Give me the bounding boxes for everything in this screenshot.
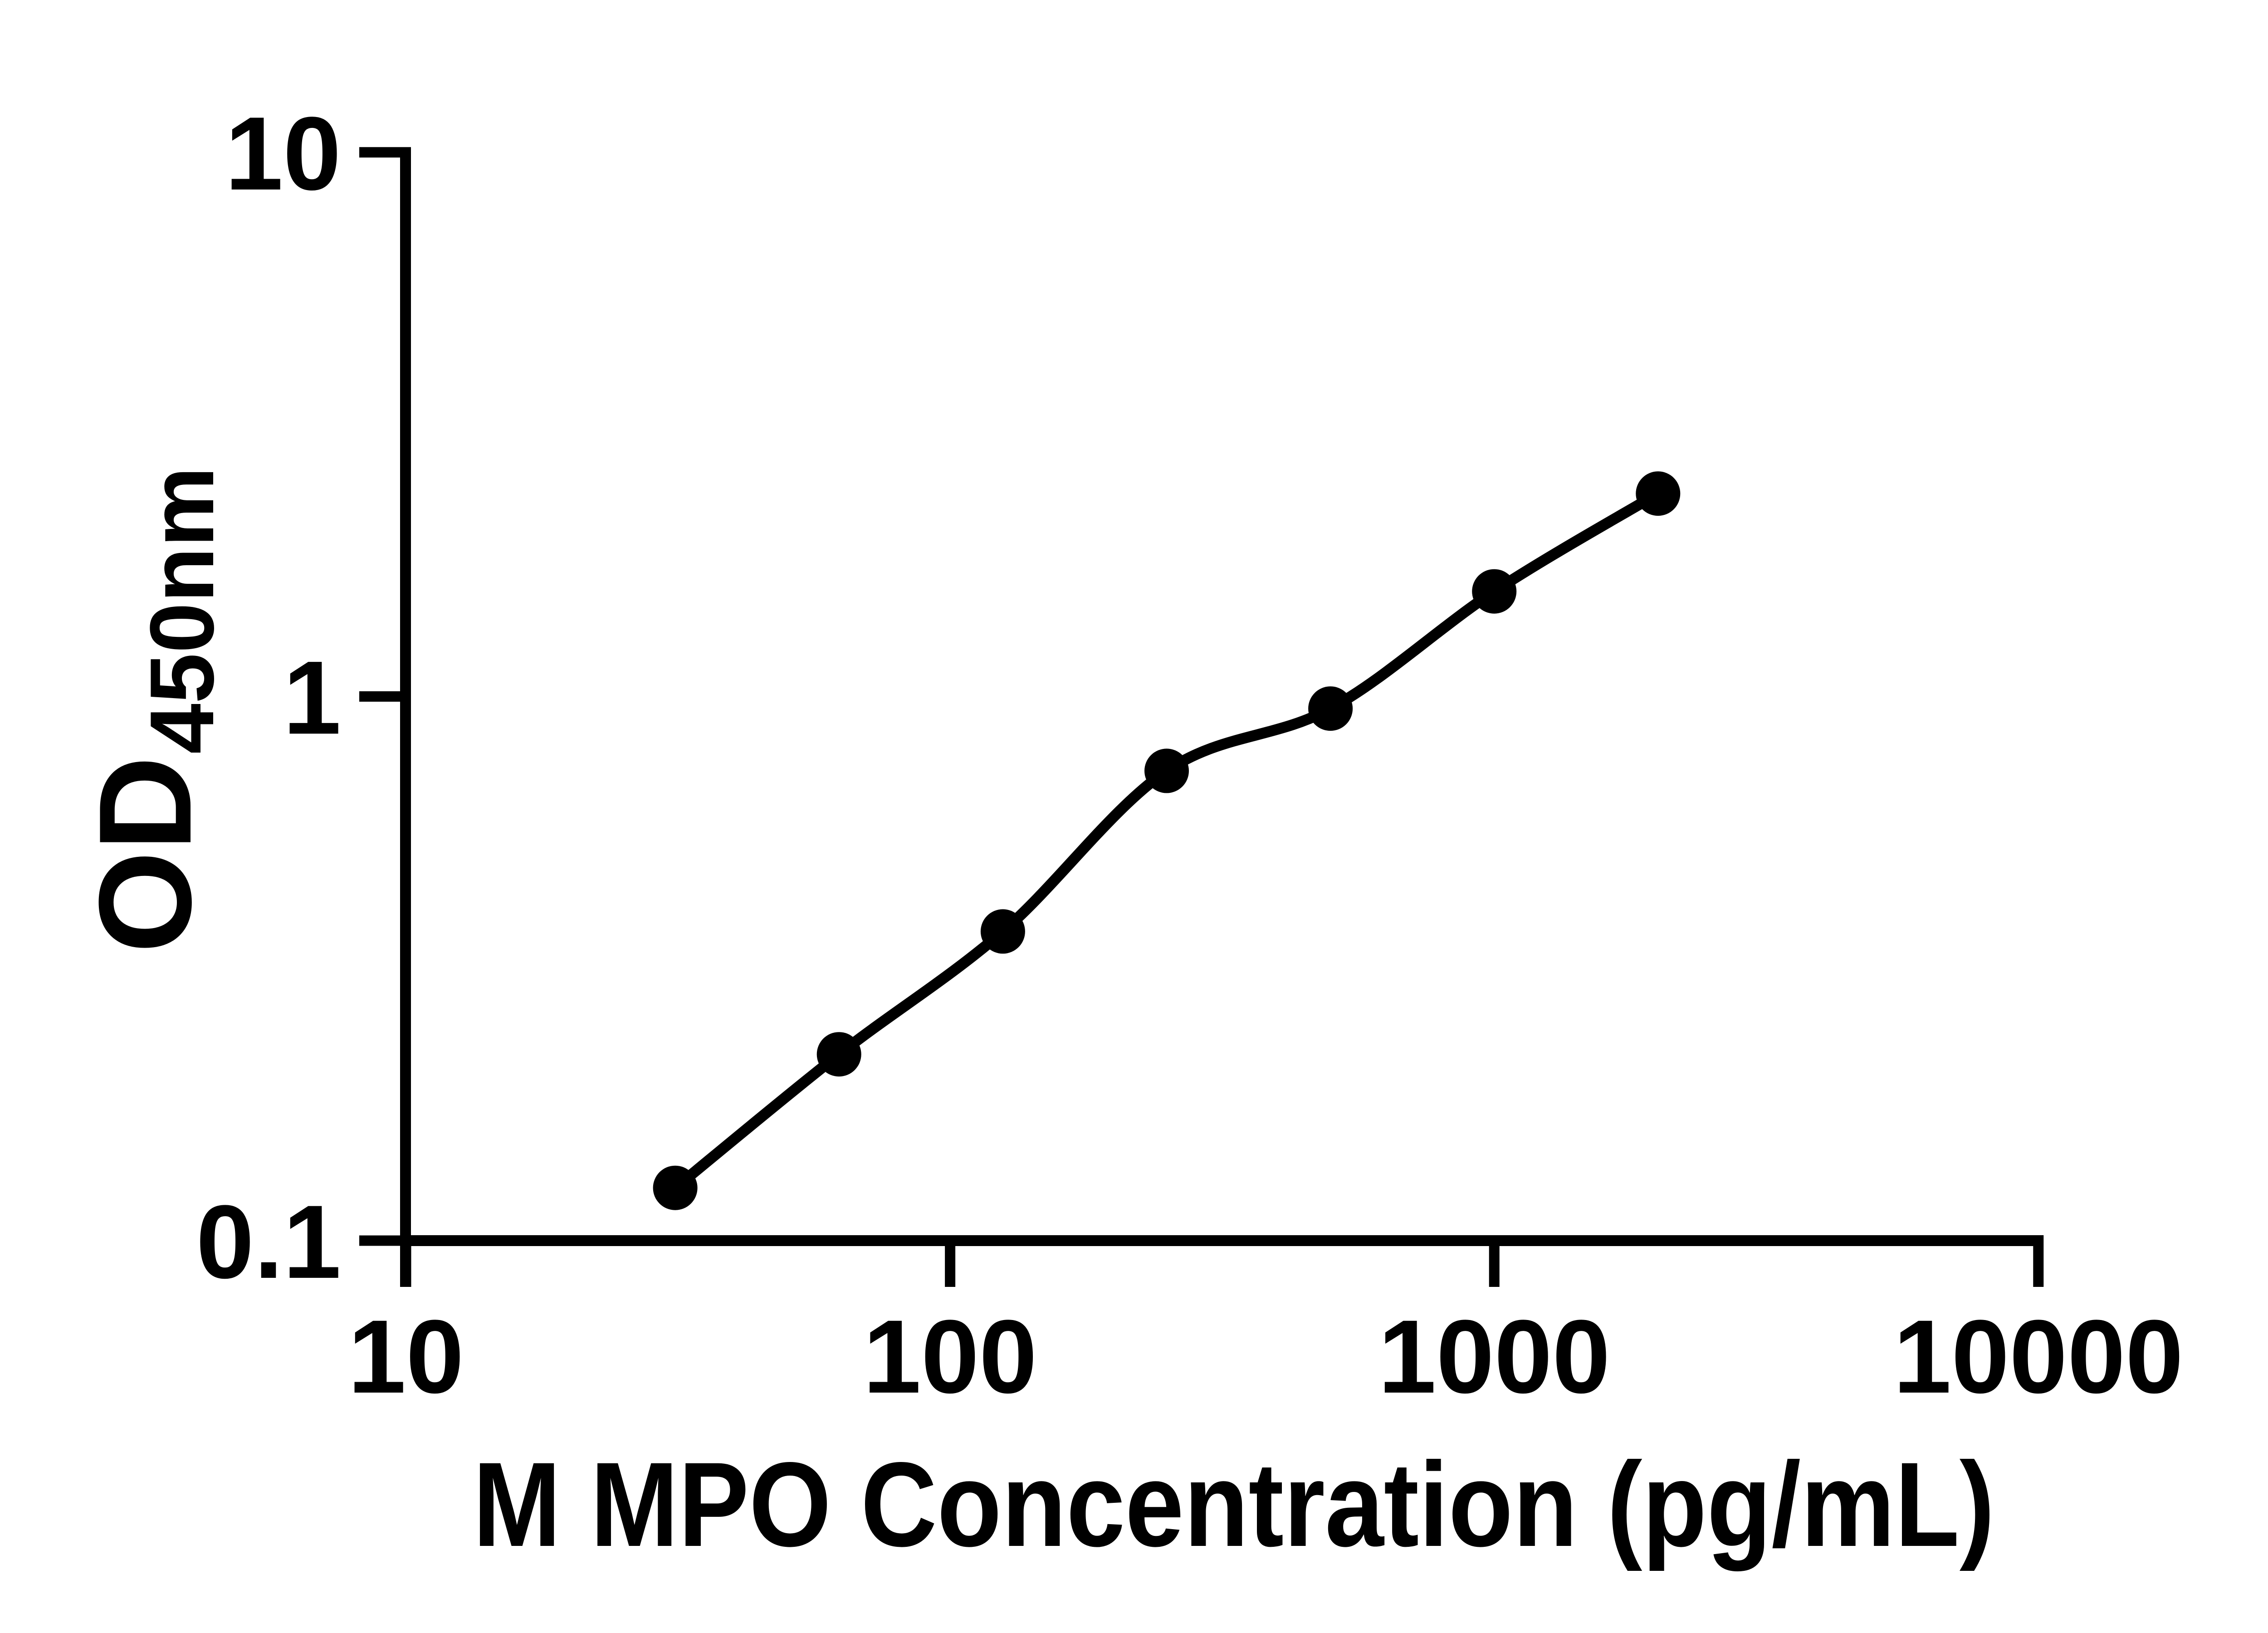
y-axis-title-main: OD	[72, 756, 219, 953]
axes	[400, 147, 2044, 1287]
x-tick-mark	[1489, 1246, 1500, 1287]
tick-labels: 10 1 0.1 10 100 1000 10000	[196, 95, 2183, 1415]
data-point-marker	[980, 909, 1025, 954]
x-axis-title-group: M MPO Concentration (pg/mL)	[473, 1437, 1994, 1571]
data-point-marker	[1636, 471, 1681, 516]
x-axis-line	[400, 1235, 2044, 1246]
y-axis-line	[400, 147, 411, 1287]
y-tick-mark	[359, 691, 400, 702]
data-point-marker	[816, 1032, 861, 1077]
y-tick-mark	[359, 1235, 400, 1246]
x-tick-mark	[945, 1246, 956, 1287]
data-point-marker	[653, 1165, 698, 1210]
x-axis-title: M MPO Concentration (pg/mL)	[473, 1437, 1994, 1571]
data-point-marker	[1308, 686, 1353, 731]
x-tick-label-1000: 1000	[1378, 1298, 1610, 1415]
y-tick-mark	[359, 147, 400, 158]
y-tick-label-1: 1	[283, 639, 341, 756]
y-tick-label-10: 10	[225, 95, 341, 212]
data-points	[653, 471, 1681, 1210]
tick-marks	[359, 147, 2044, 1287]
y-tick-label-0.1: 0.1	[196, 1183, 341, 1300]
x-tick-label-100: 100	[863, 1298, 1037, 1415]
x-tick-label-10: 10	[348, 1298, 464, 1415]
x-tick-mark	[2033, 1246, 2044, 1287]
y-axis-title-subscript: 450nm	[132, 466, 233, 754]
x-tick-label-10000: 10000	[1893, 1298, 2184, 1415]
x-tick-mark	[401, 1246, 411, 1287]
data-point-marker	[1472, 569, 1517, 614]
y-axis-title: OD 450nm	[72, 466, 233, 953]
data-point-marker	[1144, 748, 1189, 793]
